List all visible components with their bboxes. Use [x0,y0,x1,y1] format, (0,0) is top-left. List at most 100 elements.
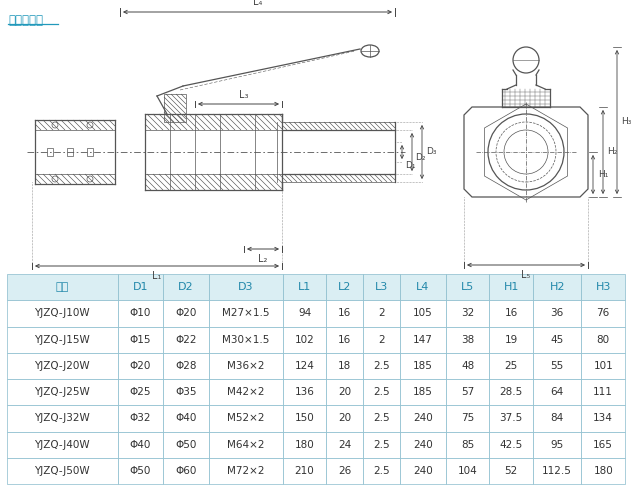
Bar [363,326,400,353]
Text: YJZQ-J25W: YJZQ-J25W [35,387,90,397]
Text: Φ40: Φ40 [130,440,151,450]
Text: Φ35: Φ35 [176,387,197,397]
Text: 95: 95 [550,440,564,450]
Bar [283,379,326,405]
Text: 25: 25 [504,361,518,371]
Bar [446,274,489,300]
Text: 112.5: 112.5 [542,466,572,476]
Text: H3: H3 [595,282,611,292]
Bar [87,148,93,156]
Bar [7,379,118,405]
Text: 28.5: 28.5 [500,387,523,397]
Bar [118,431,163,458]
Text: D3: D3 [238,282,253,292]
Text: 36: 36 [550,308,564,318]
Bar [118,458,163,484]
Bar [489,353,533,379]
Text: 型号: 型号 [56,282,69,292]
Bar [7,300,118,326]
Text: 165: 165 [593,440,613,450]
Text: 24: 24 [338,440,351,450]
Bar [47,148,53,156]
Text: H1: H1 [504,282,519,292]
Bar [581,300,625,326]
Text: D₃: D₃ [426,148,437,156]
Text: 102: 102 [295,335,315,345]
Text: YJZQ-J40W: YJZQ-J40W [35,440,90,450]
Bar [67,148,73,156]
Text: 84: 84 [550,413,564,423]
Bar [489,274,533,300]
Bar [489,300,533,326]
Text: YJZQ-J32W: YJZQ-J32W [35,413,90,423]
Bar [163,353,209,379]
Bar [283,458,326,484]
Text: 16: 16 [504,308,518,318]
Text: L₃: L₃ [239,90,248,100]
Text: 52: 52 [504,466,518,476]
Bar [163,458,209,484]
Text: 240: 240 [413,413,433,423]
Bar [533,405,581,431]
Text: 75: 75 [461,413,474,423]
Bar [400,431,446,458]
Bar [283,300,326,326]
Bar [118,405,163,431]
Bar [581,326,625,353]
Bar [326,326,363,353]
Bar [581,353,625,379]
Text: 18: 18 [338,361,351,371]
Bar [209,431,283,458]
Text: M72×2: M72×2 [227,466,265,476]
Bar [489,326,533,353]
Bar [283,274,326,300]
Bar [163,326,209,353]
Text: M42×2: M42×2 [227,387,265,397]
Text: H₂: H₂ [607,148,617,156]
Text: 180: 180 [295,440,315,450]
Bar [400,353,446,379]
Bar [400,326,446,353]
Bar [283,353,326,379]
Bar [581,431,625,458]
Bar [363,379,400,405]
Text: M52×2: M52×2 [227,413,265,423]
Text: D1: D1 [133,282,149,292]
Bar [326,458,363,484]
Text: M64×2: M64×2 [227,440,265,450]
Text: 2.5: 2.5 [374,466,390,476]
Text: 104: 104 [458,466,478,476]
Bar [533,379,581,405]
Bar [209,300,283,326]
Bar [446,431,489,458]
Text: L₁: L₁ [152,271,162,281]
Text: YJZQ-J50W: YJZQ-J50W [35,466,90,476]
Text: L1: L1 [298,282,311,292]
Bar [446,326,489,353]
Bar [118,300,163,326]
Text: 16: 16 [338,308,351,318]
Bar [7,274,118,300]
Bar [363,458,400,484]
Bar [363,431,400,458]
Bar [7,405,118,431]
Bar [209,274,283,300]
Text: 16: 16 [338,335,351,345]
Bar [363,300,400,326]
Bar [164,94,186,122]
Bar [446,379,489,405]
Bar [326,379,363,405]
Text: 124: 124 [295,361,315,371]
Text: 2.5: 2.5 [374,387,390,397]
Text: Φ28: Φ28 [176,361,197,371]
Bar [326,353,363,379]
Text: Φ22: Φ22 [176,335,197,345]
Text: 185: 185 [413,387,433,397]
Bar [163,405,209,431]
Bar [400,300,446,326]
Bar [283,326,326,353]
Text: L3: L3 [375,282,389,292]
Text: YJZQ-J20W: YJZQ-J20W [35,361,90,371]
Text: 2.5: 2.5 [374,361,390,371]
Bar [118,326,163,353]
